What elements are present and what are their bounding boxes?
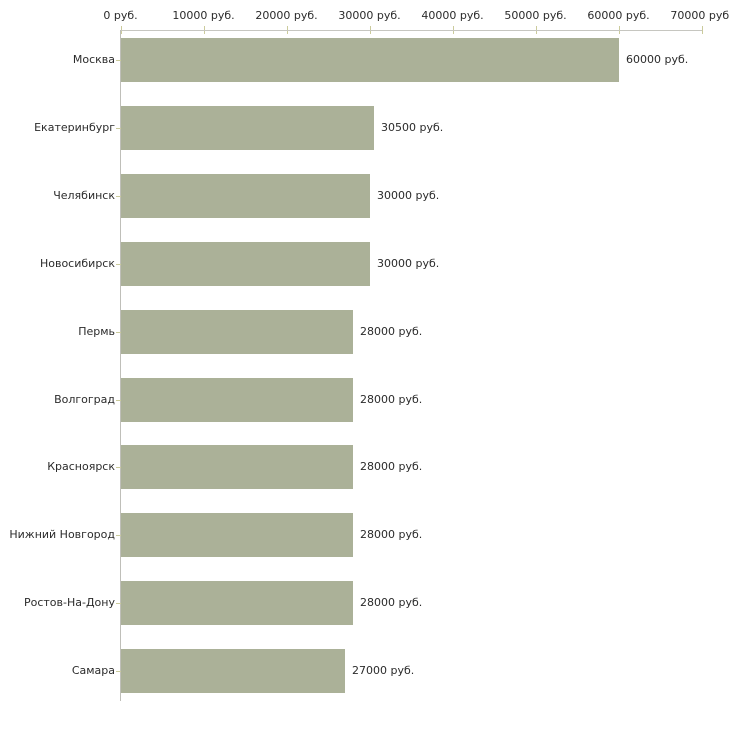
category-label: Ростов-На-Дону [23,596,115,609]
value-label: 30000 руб. [377,257,440,270]
value-label: 28000 руб. [360,528,423,541]
y-axis-tick-mark [116,535,121,536]
y-axis-tick-mark [116,332,121,333]
bar [121,310,353,354]
value-label: 28000 руб. [360,460,423,473]
value-label: 60000 руб. [626,53,689,66]
x-axis-tick-label: 60000 руб. [587,9,650,22]
x-axis-tick-label: 30000 руб. [338,9,401,22]
bar [121,513,353,557]
x-axis-tick-label: 50000 руб. [504,9,567,22]
bar [121,649,345,693]
bar [121,378,353,422]
value-label: 27000 руб. [352,664,415,677]
value-label: 28000 руб. [360,325,423,338]
bar [121,581,353,625]
category-label: Пермь [78,325,115,338]
value-label: 28000 руб. [360,393,423,406]
bar [121,106,374,150]
y-axis-tick-mark [116,60,121,61]
value-label: 30000 руб. [377,189,440,202]
category-label: Волгоград [54,393,115,406]
y-axis-tick-mark [116,603,121,604]
category-label: Нижний Новгород [9,528,115,541]
y-axis-line [120,30,121,701]
y-axis-tick-mark [116,196,121,197]
bar [121,242,370,286]
category-label: Челябинск [53,189,115,202]
y-axis-tick-mark [116,128,121,129]
y-axis-tick-mark [116,467,121,468]
x-axis-line [120,30,702,31]
x-axis-tick-label: 40000 руб. [421,9,484,22]
x-axis-tick-mark [702,26,703,34]
x-axis-tick-label: 0 руб. [103,9,138,22]
x-axis-tick-label: 70000 руб. [670,9,730,22]
category-label: Москва [72,53,115,66]
value-label: 28000 руб. [360,596,423,609]
category-label: Новосибирск [39,257,115,270]
category-label: Красноярск [47,460,115,473]
bar [121,38,619,82]
value-label: 30500 руб. [381,121,444,134]
bar [121,445,353,489]
bar [121,174,370,218]
x-axis-tick-label: 20000 руб. [255,9,318,22]
x-axis-tick-label: 10000 руб. [172,9,235,22]
y-axis-tick-mark [116,264,121,265]
category-label: Самара [71,664,115,677]
y-axis-tick-mark [116,400,121,401]
category-label: Екатеринбург [34,121,115,134]
y-axis-tick-mark [116,671,121,672]
